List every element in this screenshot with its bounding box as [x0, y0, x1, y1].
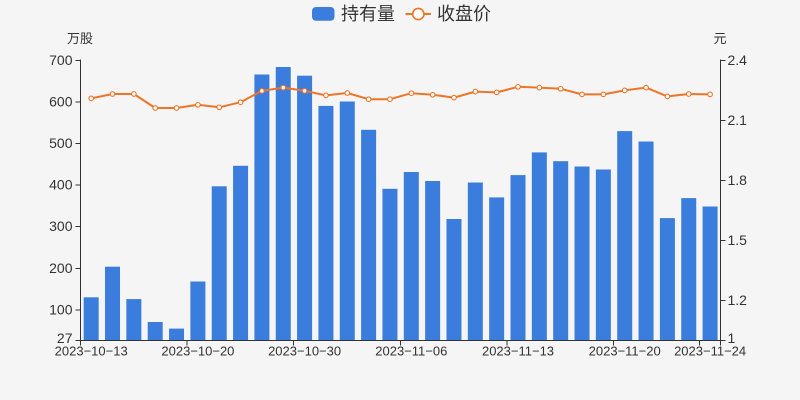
- svg-text:持有量: 持有量: [341, 4, 395, 24]
- svg-text:2023−11−24: 2023−11−24: [674, 343, 746, 358]
- svg-text:2023−11−13: 2023−11−13: [482, 343, 554, 358]
- svg-text:1.8: 1.8: [728, 172, 748, 188]
- svg-text:500: 500: [49, 135, 73, 151]
- svg-text:2023−10−20: 2023−10−20: [161, 343, 234, 358]
- svg-text:2023−11−20: 2023−11−20: [589, 343, 661, 358]
- svg-text:700: 700: [49, 52, 73, 68]
- svg-text:300: 300: [49, 218, 73, 234]
- svg-text:200: 200: [49, 260, 73, 276]
- svg-text:1.5: 1.5: [728, 232, 748, 248]
- svg-text:2.1: 2.1: [728, 112, 748, 128]
- svg-text:600: 600: [49, 93, 73, 109]
- svg-text:2.4: 2.4: [728, 52, 748, 68]
- svg-text:1.2: 1.2: [728, 292, 748, 308]
- svg-text:2023−11−06: 2023−11−06: [375, 343, 447, 358]
- svg-text:400: 400: [49, 176, 73, 192]
- svg-text:27: 27: [57, 330, 73, 346]
- svg-text:元: 元: [713, 31, 726, 46]
- svg-text:收盘价: 收盘价: [437, 4, 491, 24]
- svg-text:100: 100: [49, 301, 73, 317]
- svg-text:2023−10−13: 2023−10−13: [55, 343, 128, 358]
- svg-text:万股: 万股: [67, 31, 93, 46]
- svg-text:2023−10−30: 2023−10−30: [268, 343, 341, 358]
- svg-text:1: 1: [728, 330, 736, 346]
